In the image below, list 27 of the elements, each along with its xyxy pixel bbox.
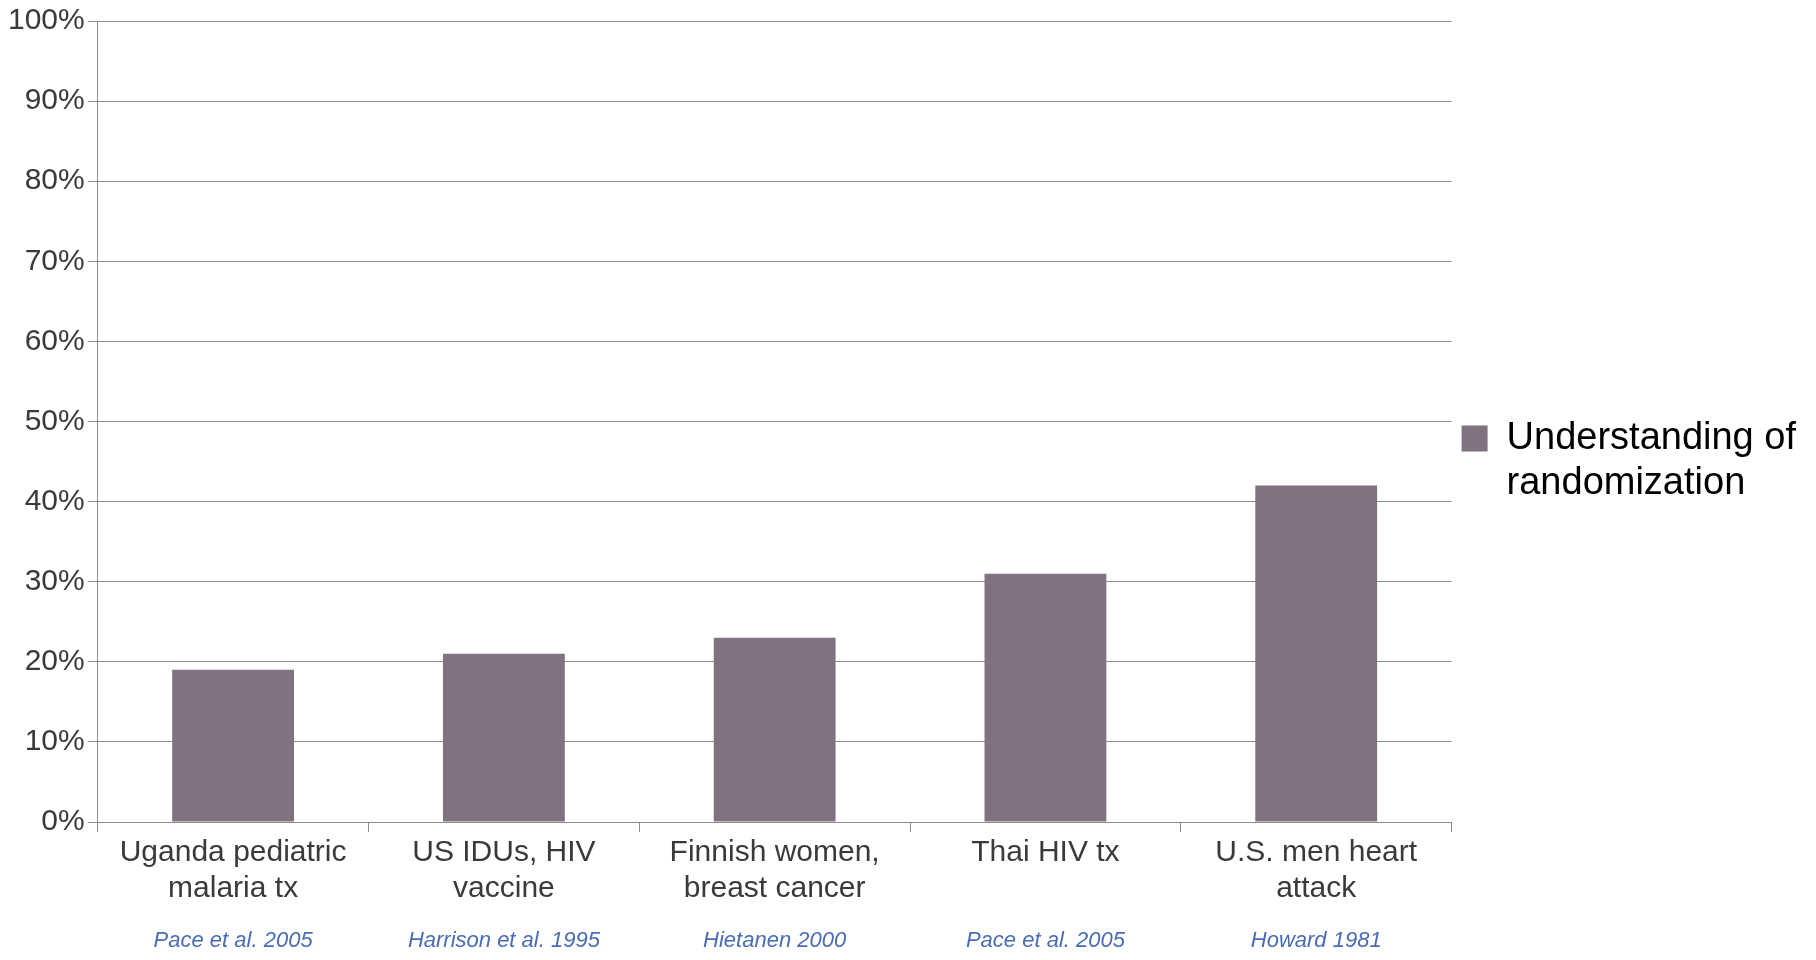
text: Hietanen 2000 <box>703 927 847 953</box>
y-tick-label: 0% <box>41 803 85 837</box>
y-tick-label: 10% <box>24 723 85 757</box>
text: Howard 1981 <box>1250 927 1382 953</box>
x-tick-label: Thai HIV tx <box>971 834 1120 868</box>
legend-label: Understanding of randomization <box>1506 414 1797 503</box>
y-tick-label: 90% <box>24 82 85 116</box>
text: Pace et al. 2005 <box>153 927 314 953</box>
bar <box>442 653 565 822</box>
y-tick-label: 50% <box>24 402 85 436</box>
x-tick-label: Uganda pediatric malaria tx <box>119 834 347 904</box>
y-tick-label: 40% <box>24 482 85 516</box>
text: Pace et al. 2005 <box>965 927 1126 953</box>
y-tick-label: 30% <box>24 562 85 596</box>
bar <box>172 669 295 822</box>
x-tick-label: Finnish women, breast cancer <box>669 834 880 904</box>
y-tick-label: 20% <box>24 643 85 677</box>
y-tick-label: 80% <box>24 162 85 196</box>
text: Harrison et al. 1995 <box>407 927 601 953</box>
bar <box>984 573 1107 822</box>
x-tick-label: U.S. men heart attack <box>1215 834 1418 904</box>
y-tick-label: 60% <box>24 322 85 356</box>
y-tick-label: 100% <box>7 2 85 36</box>
x-tick-label: US IDUs, HIV vaccine <box>412 834 596 904</box>
bar <box>1255 485 1378 822</box>
bar <box>713 637 836 822</box>
y-tick-label: 70% <box>24 242 85 276</box>
